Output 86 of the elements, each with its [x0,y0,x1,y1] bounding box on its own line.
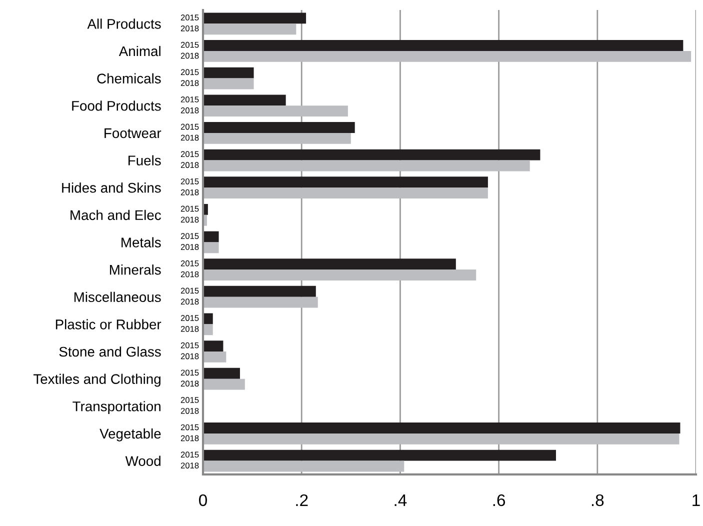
text: 2015 [180,260,199,266]
bar [203,40,684,51]
y-tick-label: Minerals [110,264,161,275]
bar [203,270,476,280]
y-tick-label: Mach and Elec [70,210,161,220]
y-tick-label: Transportation [72,401,160,414]
bar [203,450,556,461]
bar [203,132,351,144]
bar [203,352,226,362]
text: 2015 [180,233,199,239]
bar [203,340,224,352]
text: 2015 [180,342,199,348]
x-tick-label: .4 [394,494,407,506]
y-tick-label: Wood [125,456,160,466]
bar [203,122,355,133]
text: 2018 [180,326,199,332]
bar [203,460,404,472]
text: 2015 [180,124,199,130]
text: 2018 [180,298,199,305]
x-tick-label: .2 [296,494,308,506]
x-tick-label: .6 [493,494,506,506]
text: 2018 [180,107,199,114]
text: 2018 [180,462,199,468]
bar [203,188,488,199]
bar [203,176,488,188]
text: 2018 [180,380,199,387]
bar [203,12,306,24]
text: 2018 [180,162,199,168]
bar [203,368,240,379]
text: 2018 [180,271,199,278]
x-tick-label: 1 [692,494,700,506]
x-tick-label: 0 [199,494,207,506]
y-tick-label: Vegetable [100,428,161,442]
bar [203,433,680,444]
y-tick-label: Miscellaneous [74,292,161,302]
bar [203,422,680,434]
y-tick-label: All Products [87,18,161,29]
bar [203,378,245,390]
x-tick-label: .8 [592,494,604,506]
bar [203,286,316,297]
bar [203,242,219,254]
text: 2018 [180,52,199,59]
text: 2015 [180,69,199,76]
text: 2015 [180,288,199,294]
text: 2015 [180,42,199,48]
y-tick-label: Hides and Skins [62,182,161,193]
series-label: 2018 [180,25,199,32]
y-tick-label: Metals [122,237,161,248]
bar [203,67,254,78]
text: 2018 [180,189,199,196]
text: 2018 [180,244,199,250]
bar [203,160,530,172]
text: 2018 [180,408,199,414]
text: 2018 [180,80,199,86]
bar [203,94,286,106]
bar [203,149,540,160]
bar [203,258,456,270]
bar [203,24,296,35]
y-tick-label: Stone and Glass [59,346,161,357]
y-tick-label: Food Products [72,100,161,111]
text: 2015 [180,424,199,430]
text: 2015 [180,206,199,212]
text: 2015 [180,452,199,458]
text: 2018 [180,435,199,442]
bar [203,296,318,308]
y-tick-label: Chemicals [97,73,161,84]
bar [203,78,254,90]
text: 2018 [180,353,199,360]
text: 2015 [180,151,199,158]
y-tick-label: Animal [118,46,160,56]
bar [203,106,348,117]
bar [203,50,692,62]
text: 2015 [180,178,199,184]
text: 2018 [180,134,199,141]
y-tick-label: Fuels [128,155,161,166]
text: 2015 [180,397,199,403]
text: 2015 [180,315,199,321]
text: 2018 [180,216,199,223]
text: 2015 [180,370,199,376]
text: 2015 [180,96,199,102]
bar [203,324,213,336]
y-tick-label: Plastic or Rubber [56,319,162,330]
series-label: 2015 [180,14,199,20]
bar [203,231,219,242]
y-tick-label: Footwear [104,128,162,138]
y-tick-label: Textiles and Clothing [34,374,160,387]
